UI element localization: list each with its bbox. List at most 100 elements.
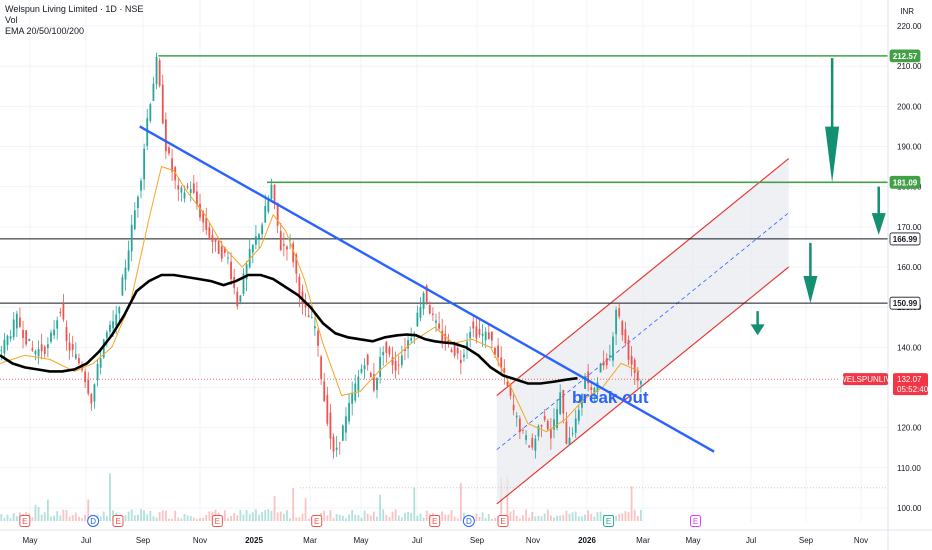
volume-bar: [53, 515, 55, 521]
candle-body: [223, 247, 226, 253]
candle-body: [630, 355, 633, 365]
price-tick: 100.00: [897, 504, 922, 513]
candle-body: [68, 342, 71, 351]
candle-body: [317, 330, 319, 346]
candle-body: [102, 339, 105, 358]
volume-bar: [99, 516, 102, 521]
volume-bar: [397, 515, 400, 521]
candle-body: [279, 231, 282, 250]
volume-bar: [192, 517, 195, 521]
ema-legend[interactable]: EMA 20/50/100/200: [5, 26, 85, 36]
candle-body: [109, 324, 111, 332]
candle-body: [270, 184, 273, 200]
candle-body: [0, 350, 3, 352]
candle-body: [208, 227, 211, 238]
volume-bar: [577, 516, 580, 521]
volume-bar: [81, 518, 83, 521]
candle-body: [441, 330, 444, 343]
price-axis[interactable]: 100.00110.00120.00130.00140.00150.00160.…: [887, 0, 922, 550]
candle-body: [152, 83, 155, 101]
volume-bar: [444, 514, 447, 521]
candle-body: [320, 356, 323, 379]
candle-body: [363, 365, 366, 370]
volume-bar: [251, 512, 254, 521]
volume-bar: [12, 513, 15, 521]
time-tick: Nov: [854, 536, 868, 545]
volume-bar: [6, 514, 9, 521]
candle-body: [571, 433, 574, 435]
volume-bar: [87, 499, 90, 521]
volume-bar: [31, 517, 34, 521]
time-tick: May: [685, 536, 700, 545]
candle-body: [599, 363, 602, 373]
candle-body: [239, 295, 242, 302]
candle-body: [376, 377, 378, 390]
price-tick: 170.00: [897, 223, 922, 232]
volume-bar: [233, 512, 236, 521]
candle-body: [211, 235, 214, 242]
candle-body: [214, 238, 217, 242]
candle-body: [124, 267, 127, 280]
earnings-marker: [603, 515, 615, 527]
symbol-title[interactable]: Welspun Living Limited · 1D · NSE: [5, 4, 144, 14]
level-tag: [889, 49, 921, 63]
upward-arrows: [750, 58, 886, 336]
volume-bar: [562, 514, 565, 521]
volume-bar: [450, 510, 453, 521]
volume-bar: [419, 513, 422, 521]
volume-bar: [484, 518, 487, 521]
candle-body: [394, 360, 397, 371]
volume-bar: [130, 509, 133, 521]
breakout-label: break out: [572, 388, 649, 407]
price-tick: 210.00: [897, 62, 922, 71]
volume-bar: [43, 512, 46, 521]
candle-body: [53, 329, 55, 336]
candle-body: [255, 236, 257, 245]
chart-legend[interactable]: Welspun Living Limited · 1D · NSE Vol EM…: [5, 4, 143, 37]
candle-body: [627, 339, 630, 360]
volume-bar: [186, 515, 189, 521]
candle-body: [335, 447, 338, 450]
volume-bar: [422, 517, 425, 521]
candle-body: [323, 381, 326, 402]
candle-body: [276, 202, 279, 226]
volume-bar: [258, 514, 260, 521]
time-tick: Jul: [412, 536, 422, 545]
candle-body: [500, 357, 503, 368]
candle-body: [357, 376, 360, 391]
volume-bar: [40, 514, 43, 521]
candle-body: [537, 425, 540, 437]
volume-bar: [400, 517, 403, 521]
volume-bar: [276, 512, 279, 521]
candle-body: [199, 203, 201, 218]
volume-bar: [149, 511, 152, 521]
candle-body: [298, 276, 301, 297]
candle-body: [286, 246, 288, 250]
price-tick: 190.00: [897, 143, 922, 152]
time-tick: Sep: [470, 536, 485, 545]
candle-body: [19, 317, 21, 327]
time-axis[interactable]: May Jul Sep Nov 2025 Mar May Jul Sep Nov 2026 Mar Ma…: [0, 529, 932, 545]
volume-bar: [208, 511, 211, 521]
candle-body: [118, 307, 121, 314]
volume-bar: [273, 496, 276, 521]
candle-body: [56, 320, 59, 329]
candle-body: [422, 293, 425, 309]
time-tick: May: [22, 536, 37, 545]
candle-body: [565, 421, 568, 444]
candle-body: [416, 312, 419, 327]
volume-legend[interactable]: Vol: [5, 15, 18, 25]
earnings-marker: [211, 515, 223, 527]
candle-body: [453, 342, 456, 356]
volume-bar: [382, 509, 385, 521]
candle-body: [295, 254, 298, 274]
volume-bar: [189, 516, 192, 521]
candle-body: [236, 291, 239, 307]
candle-body: [177, 185, 180, 190]
candle-body: [6, 335, 9, 346]
candle-body: [590, 387, 593, 390]
candle-body: [28, 338, 31, 341]
time-tick: Mar: [303, 536, 317, 545]
candle-body: [584, 376, 586, 389]
